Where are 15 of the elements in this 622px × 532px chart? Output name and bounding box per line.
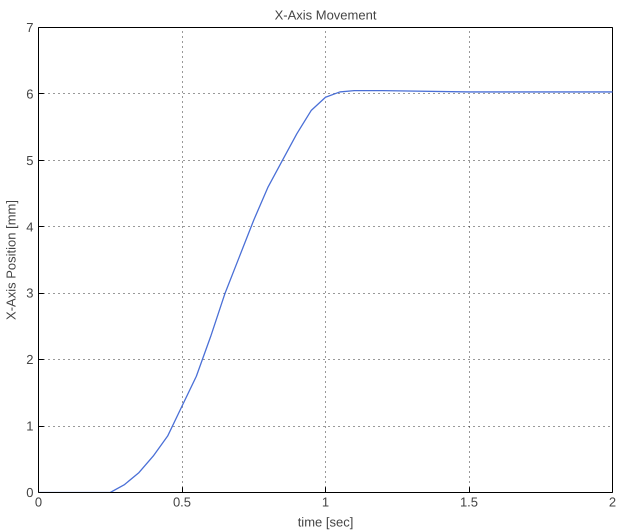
x-tick-label: 1.5: [460, 494, 478, 510]
chart-title: X-Axis Movement: [274, 8, 377, 22]
x-tick-label: 0.5: [172, 494, 192, 510]
y-tick-label: 1: [26, 418, 34, 434]
y-axis-title: X-Axis Position [mm]: [3, 200, 18, 320]
y-tick-label: 3: [26, 286, 34, 301]
x-axis-title: time [sec]: [298, 514, 354, 530]
y-tick-label: 7: [26, 20, 34, 35]
y-tick-label: 2: [26, 352, 34, 368]
y-tick-label: 0: [26, 485, 34, 500]
x-tick-label: 1: [322, 494, 330, 510]
y-tick-label: 4: [26, 219, 34, 234]
y-tick-label: 5: [26, 152, 34, 168]
y-tick-label: 6: [26, 86, 34, 102]
x-tick-label: 2: [608, 494, 616, 510]
